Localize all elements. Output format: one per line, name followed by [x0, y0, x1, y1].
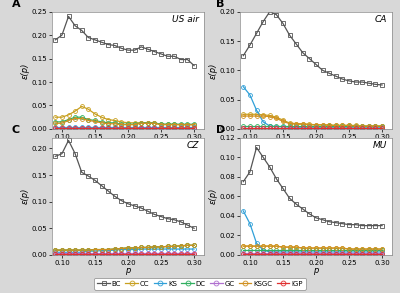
Legend: BC, CC, KS, DC, GC, KSGC, IGP: BC, CC, KS, DC, GC, KSGC, IGP [94, 278, 306, 289]
Text: B: B [216, 0, 224, 9]
X-axis label: p: p [313, 140, 319, 149]
Y-axis label: ε(p): ε(p) [209, 62, 218, 79]
X-axis label: p: p [125, 140, 131, 149]
Y-axis label: ε(p): ε(p) [209, 188, 218, 205]
Y-axis label: ε(p): ε(p) [21, 62, 30, 79]
Y-axis label: ε(p): ε(p) [21, 188, 30, 205]
Text: CA: CA [375, 15, 388, 24]
Text: CZ: CZ [187, 141, 200, 150]
Text: D: D [216, 125, 225, 135]
Text: A: A [12, 0, 21, 9]
Text: MU: MU [373, 141, 388, 150]
X-axis label: p: p [125, 266, 131, 275]
Text: US air: US air [172, 15, 200, 24]
Text: C: C [12, 125, 20, 135]
X-axis label: p: p [313, 266, 319, 275]
